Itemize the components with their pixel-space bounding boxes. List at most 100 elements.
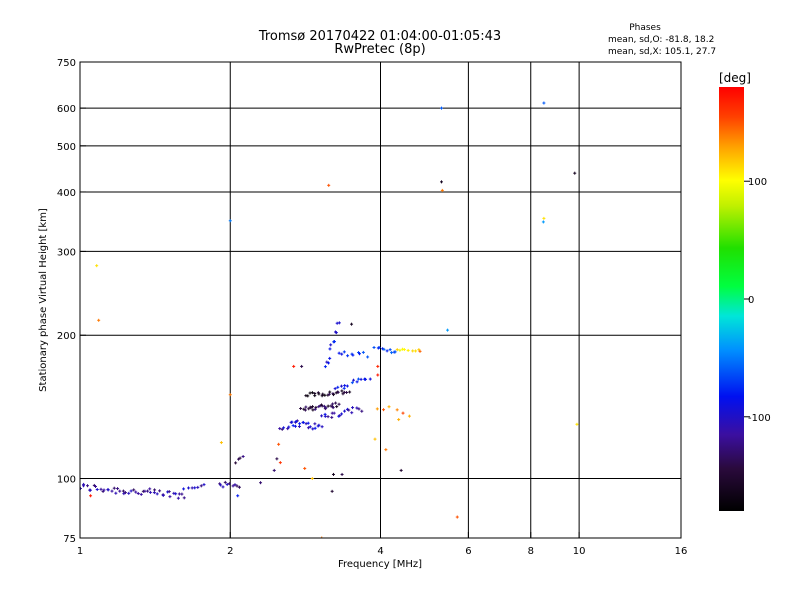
echo-point xyxy=(309,406,313,410)
x-tick-label: 1 xyxy=(77,546,83,557)
y-tick-label: 200 xyxy=(57,331,76,342)
y-tick-label: 500 xyxy=(57,142,76,153)
echo-point xyxy=(325,360,329,364)
echo-point xyxy=(272,468,276,472)
echo-point xyxy=(155,492,159,496)
echo-point xyxy=(401,411,405,415)
echo-point xyxy=(93,484,97,488)
echo-point xyxy=(282,426,286,430)
echo-point xyxy=(322,404,326,408)
stats-line-x: mean, sd,X: 105.1, 27.7 xyxy=(608,47,716,57)
echo-point xyxy=(317,392,321,396)
echo-point xyxy=(311,408,315,412)
x-tick-label: 16 xyxy=(675,546,688,557)
echo-point xyxy=(311,427,315,431)
echo-point xyxy=(227,482,231,486)
echo-point xyxy=(199,484,203,488)
x-axis-label: Frequency [MHz] xyxy=(338,559,422,570)
colorbar-ticks: 100 0 -100 xyxy=(744,177,771,424)
echo-point xyxy=(397,418,401,422)
echo-point xyxy=(293,424,297,428)
echo-point xyxy=(190,486,194,490)
echo-point xyxy=(228,219,232,223)
echo-point xyxy=(366,355,370,359)
echo-point xyxy=(336,385,340,389)
echo-point xyxy=(307,407,311,411)
echo-point xyxy=(542,216,546,220)
echo-point xyxy=(375,407,379,411)
echo-point xyxy=(382,347,386,351)
echo-point xyxy=(237,457,241,461)
echo-point xyxy=(168,495,172,499)
echo-point xyxy=(346,354,350,358)
echo-point xyxy=(303,466,307,470)
echo-point xyxy=(143,489,147,493)
echo-point xyxy=(395,348,399,352)
echo-point xyxy=(340,352,344,356)
colorbar-label: [deg] xyxy=(719,71,751,85)
echo-point xyxy=(395,408,399,412)
echo-point xyxy=(333,340,337,344)
echo-point xyxy=(180,492,184,496)
echo-point xyxy=(89,494,93,498)
echo-point xyxy=(167,490,171,494)
echo-point xyxy=(313,394,317,398)
stats-heading: Phases xyxy=(629,23,661,33)
echo-point xyxy=(335,405,339,409)
echo-point xyxy=(290,420,294,424)
echo-point xyxy=(411,349,415,353)
echo-point xyxy=(320,536,324,538)
echo-point xyxy=(259,481,263,485)
y-tick-label: 75 xyxy=(63,534,76,545)
y-tick-label: 600 xyxy=(57,104,76,115)
y-tick-label: 100 xyxy=(57,475,76,486)
echo-point xyxy=(280,427,284,431)
echo-point xyxy=(297,425,301,429)
echo-point xyxy=(323,365,327,369)
echo-point xyxy=(317,423,321,427)
echo-point xyxy=(328,347,332,351)
echo-point xyxy=(376,364,380,368)
echo-point xyxy=(333,330,337,334)
echo-point xyxy=(148,487,152,491)
echo-point xyxy=(337,321,341,325)
echo-point xyxy=(345,384,349,388)
x-axis-ticks: 1 2 4 6 8 10 16 xyxy=(77,532,688,557)
echo-point xyxy=(337,402,341,406)
echo-point xyxy=(387,405,391,409)
echo-point xyxy=(323,414,327,418)
echo-point xyxy=(310,391,314,395)
y-tick-label: 750 xyxy=(57,58,76,69)
echo-point xyxy=(302,407,306,411)
echo-point xyxy=(350,381,354,385)
echo-point xyxy=(331,406,335,410)
echo-point xyxy=(330,489,334,493)
echo-point xyxy=(278,427,282,431)
echo-point xyxy=(542,101,546,105)
echo-point xyxy=(287,425,291,429)
echo-point xyxy=(95,264,99,268)
echo-point xyxy=(320,425,324,429)
echo-point xyxy=(86,484,90,488)
chart-subtitle: RwPretec (8p) xyxy=(334,42,425,57)
y-axis-label: Stationary phase Virtual Height [km] xyxy=(38,208,49,392)
echo-point xyxy=(398,348,402,352)
echo-point xyxy=(237,485,241,489)
echo-point xyxy=(148,490,152,494)
grid-lines xyxy=(80,62,681,538)
echo-point xyxy=(376,373,380,377)
echo-point xyxy=(313,407,317,411)
echo-point xyxy=(306,426,310,430)
echo-point xyxy=(161,494,165,498)
echo-point xyxy=(321,392,325,396)
echo-point xyxy=(343,409,347,413)
echo-point xyxy=(355,406,359,410)
echo-point xyxy=(393,350,397,354)
echo-point xyxy=(364,377,368,381)
echo-point xyxy=(292,364,296,368)
echo-point xyxy=(231,484,235,488)
echo-point xyxy=(116,487,120,491)
echo-point xyxy=(320,394,324,398)
echo-point xyxy=(331,472,335,476)
echo-point xyxy=(278,461,282,465)
